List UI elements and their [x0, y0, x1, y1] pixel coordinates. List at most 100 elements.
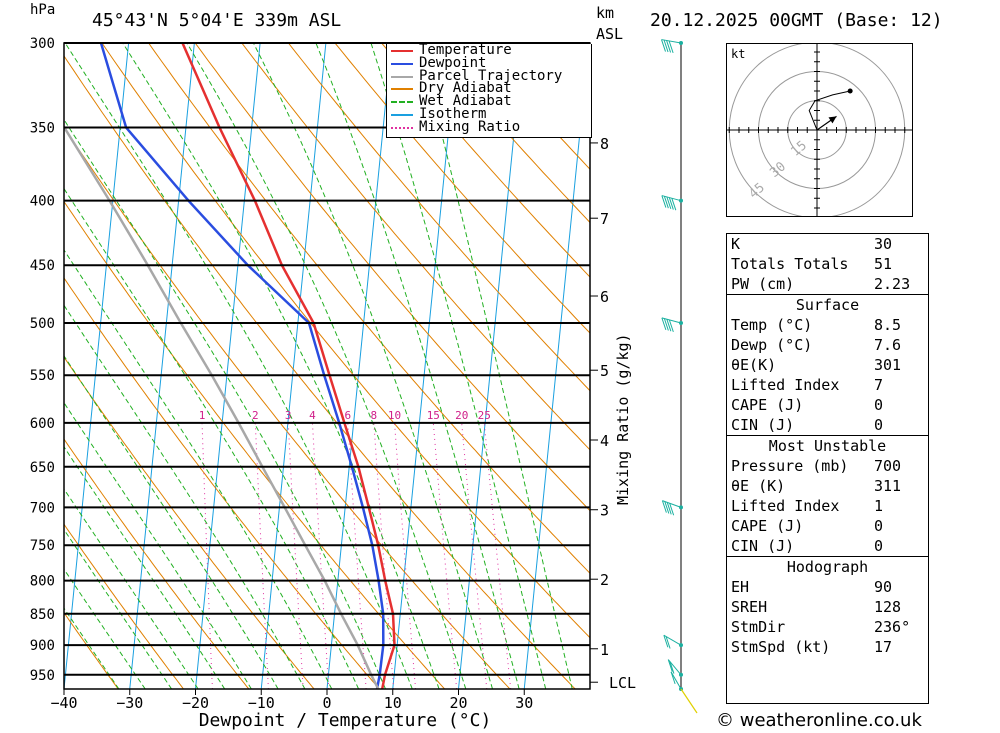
dry-adiabat-line	[64, 126, 511, 689]
isotherm-line	[260, 43, 327, 689]
dry-adiabat-line	[64, 356, 315, 689]
legend-swatch	[391, 62, 413, 65]
hodograph-index-row: SREH 128	[727, 597, 928, 617]
km-tick-label: 5	[600, 362, 609, 380]
pressure-tick-label: 450	[30, 258, 55, 274]
km-tick-label: 1	[600, 641, 609, 659]
parcel-trajectory-profile	[64, 124, 380, 689]
dry-adiabat-line	[64, 611, 119, 689]
surface-row: CAPE (J) 0	[727, 395, 928, 415]
surface-wind-line	[680, 688, 698, 714]
hodograph-index-row: StmDir 236°	[727, 617, 928, 637]
km-tick-label: 4	[600, 432, 609, 450]
km-tick-label: 7	[600, 210, 609, 228]
x-tick-label: 0	[322, 694, 331, 712]
index-label: CIN (J)	[731, 537, 795, 555]
wet-adiabat-line	[64, 43, 413, 689]
most-unstable-title-row: Most Unstable	[727, 435, 928, 456]
index-value: 7.6	[874, 336, 902, 354]
legend: Temperature Dewpoint Parcel Trajectory Dry …	[386, 42, 592, 138]
surface-title-row: Surface	[727, 294, 928, 315]
hodograph-unit: kt	[731, 47, 745, 61]
pressure-tick-label: 650	[30, 460, 55, 476]
dry-adiabat-line	[64, 55, 576, 689]
wind-barb-feather	[668, 197, 674, 210]
legend-label: Dewpoint	[419, 54, 487, 71]
index-value: 17	[874, 638, 893, 656]
pressure-tick-label: 750	[30, 538, 55, 554]
index-label: CAPE (J)	[731, 517, 804, 535]
wet-adiabat-line	[252, 43, 493, 689]
legend-label: Wet Adiabat	[419, 93, 512, 110]
temperature-profile	[181, 43, 396, 689]
pressure-tick-label: 500	[30, 316, 55, 332]
indices-panel: K 30 Totals Totals 51 PW (cm) 2.23 Surface Temp…	[726, 233, 929, 704]
location-title: 45°43'N 5°04'E 339m ASL	[92, 10, 342, 31]
index-label: CIN (J)	[731, 416, 795, 434]
mixing-ratio-line	[254, 422, 269, 689]
wind-barb-feather	[664, 501, 670, 514]
isotherm-line	[326, 43, 393, 689]
mixing-ratio-label: 3	[285, 409, 292, 422]
index-value: 236°	[874, 618, 911, 636]
wind-barb-feather	[665, 636, 671, 649]
wet-adiabat-line	[64, 249, 333, 689]
isotherm-line	[656, 43, 721, 689]
hodograph-index-row: StmSpd (kt) 17	[727, 637, 928, 657]
mixing-ratio-label: 1	[199, 409, 206, 422]
index-value: 311	[874, 477, 902, 495]
index-value: 0	[874, 517, 884, 535]
surface-row: CIN (J) 0	[727, 415, 928, 436]
legend-item: Mixing Ratio	[387, 120, 591, 134]
legend-item: Dry Adiabat	[387, 81, 591, 95]
hodograph-index-row: EH 90	[727, 577, 928, 597]
index-row: Totals Totals 51	[727, 254, 928, 274]
km-tick-label: 8	[600, 135, 609, 153]
mixing-ratio-label: 10	[388, 409, 401, 422]
wet-adiabat-line	[64, 607, 120, 689]
dry-adiabat-line	[64, 200, 445, 689]
wind-barb-staff	[670, 671, 682, 690]
pressure-tick-label: 700	[30, 500, 55, 516]
index-label: Lifted Index	[731, 497, 840, 515]
legend-swatch	[391, 101, 413, 104]
isotherm-line	[64, 43, 130, 689]
wind-barb-feather	[668, 40, 674, 54]
dry-adiabat-line	[427, 43, 590, 224]
index-label: Dewp (°C)	[731, 336, 813, 354]
km-tick-label: 3	[600, 502, 609, 520]
mixing-ratio-line	[432, 422, 458, 689]
km-tick-label: LCL	[609, 674, 636, 692]
dry-adiabat-line	[0, 43, 53, 689]
wind-barb-feather	[671, 198, 677, 211]
dry-adiabat-line	[381, 43, 590, 278]
wet-adiabat-line	[315, 43, 520, 689]
x-axis-label: Dewpoint / Temperature (°C)	[199, 710, 492, 731]
pressure-tick-label: 850	[30, 607, 55, 623]
wind-barb-feather	[670, 671, 676, 685]
hodograph-title-row: Hodograph	[727, 556, 928, 577]
index-value: 51	[874, 255, 893, 273]
wet-adiabat-line	[64, 446, 226, 689]
wind-barb-feather	[669, 503, 675, 516]
x-tick-label: −40	[50, 694, 77, 712]
legend-item: Parcel Trajectory	[387, 69, 591, 83]
dry-adiabat-line	[64, 523, 184, 689]
most-unstable-row: θE (K) 311	[727, 476, 928, 496]
dry-adiabat-line	[148, 43, 590, 575]
index-label: EH	[731, 578, 750, 596]
hodograph-ring-label: 15	[788, 138, 810, 160]
legend-label: Temperature	[419, 42, 512, 58]
index-label: Temp (°C)	[731, 316, 813, 334]
index-row: K 30	[727, 234, 928, 254]
mixing-ratio-line	[483, 422, 512, 689]
index-label: Totals Totals	[731, 255, 849, 273]
index-value: 700	[874, 457, 902, 475]
left-axis-unit: hPa	[30, 2, 56, 18]
wind-barb-staff	[661, 317, 682, 324]
wind-barb-feather	[663, 196, 669, 209]
wind-barb-staff	[661, 195, 682, 202]
most-unstable-row: CIN (J) 0	[727, 536, 928, 557]
